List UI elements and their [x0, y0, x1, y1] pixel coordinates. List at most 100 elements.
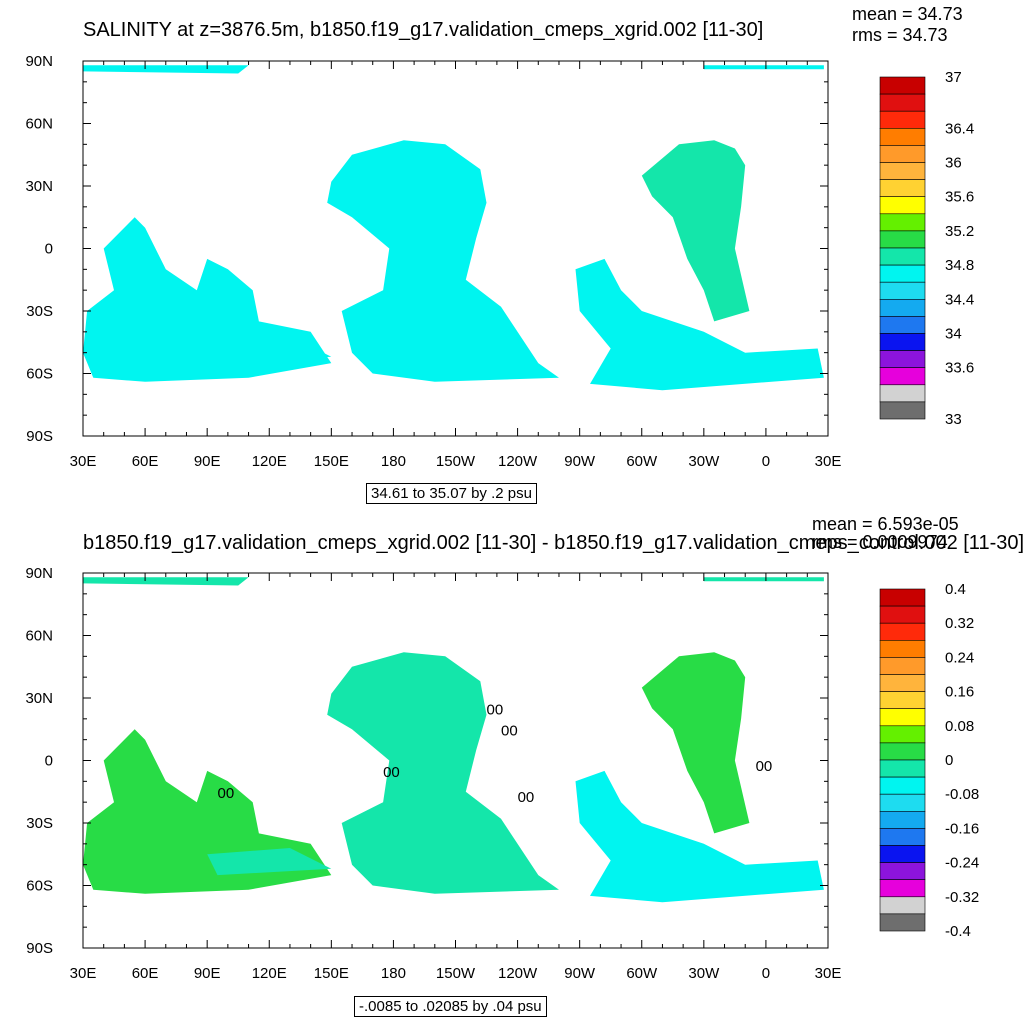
difference-panel: b1850.f19_g17.validation_cmeps_xgrid.002…: [0, 512, 1024, 1024]
x-tick-label: 150W: [436, 453, 476, 470]
colorbar-label: 0.32: [945, 615, 974, 632]
contour-info-box: -.0085 to .02085 by .04 psu: [354, 996, 547, 1017]
salinity-panel: SALINITY at z=3876.5m, b1850.f19_g17.val…: [25, 4, 974, 504]
x-tick-label: 90E: [194, 965, 221, 982]
x-tick-label: 30W: [688, 965, 720, 982]
y-tick-label: 30N: [25, 690, 53, 707]
x-tick-label: 120W: [498, 453, 538, 470]
colorbar-label: -0.24: [945, 855, 979, 872]
colorbar-box: [879, 708, 926, 727]
colorbar-box: [879, 588, 926, 607]
contour-label: 00: [501, 723, 518, 740]
ocean-region: [327, 652, 559, 894]
colorbar-box: [879, 401, 926, 420]
colorbar-box: [879, 896, 926, 915]
colorbar-label: -0.32: [945, 889, 979, 906]
colorbar-box: [879, 913, 926, 932]
colorbar-box: [879, 213, 926, 232]
panel-title: SALINITY at z=3876.5m, b1850.f19_g17.val…: [83, 19, 764, 41]
colorbar-box: [879, 622, 926, 641]
y-tick-label: 60N: [25, 628, 53, 645]
colorbar-box: [879, 350, 926, 369]
colorbar-label: 0.08: [945, 718, 974, 735]
colorbar-box: [879, 230, 926, 249]
contour-label: 00: [383, 764, 400, 781]
colorbar-label: -0.08: [945, 786, 979, 803]
y-tick-label: 30S: [26, 815, 53, 832]
colorbar-label: 34: [945, 326, 962, 343]
colorbar-box: [879, 196, 926, 215]
x-tick-label: 60W: [626, 453, 658, 470]
colorbar-box: [879, 605, 926, 624]
colorbar-box: [879, 759, 926, 778]
x-tick-label: 60E: [132, 453, 159, 470]
x-tick-label: 30E: [815, 965, 842, 982]
colorbar-box: [879, 793, 926, 812]
colorbar-box: [879, 367, 926, 386]
colorbar-box: [879, 76, 926, 95]
colorbar-label: 36: [945, 155, 962, 172]
colorbar-box: [879, 162, 926, 180]
x-tick-label: 180: [381, 453, 406, 470]
mean-stat: mean = 6.593e-05: [812, 514, 959, 534]
x-tick-label: 120W: [498, 965, 538, 982]
colorbar-box: [879, 281, 926, 300]
contour-label: 00: [218, 785, 235, 802]
colorbar-box: [879, 247, 926, 266]
x-tick-label: 0: [762, 453, 770, 470]
colorbar-label: -0.16: [945, 820, 979, 837]
colorbar-label: 35.2: [945, 223, 974, 240]
y-tick-label: 90S: [26, 428, 53, 445]
x-tick-label: 150E: [314, 965, 349, 982]
y-tick-label: 30N: [25, 178, 53, 195]
map-plot: 30E 60E 90E 120E 150E 180 150W 120W 90W 60W 30W 0 30…: [25, 565, 979, 982]
colorbar-label: 33.6: [945, 360, 974, 377]
colorbar: 37 36.4 36 35.6 35.2 34.8 34.4 34 33.6 33: [879, 69, 974, 428]
colorbar-box: [879, 657, 926, 675]
colorbar-box: [879, 691, 926, 710]
x-tick-label: 0: [762, 965, 770, 982]
ocean-region: [575, 258, 824, 391]
ocean-region: [207, 336, 332, 364]
y-tick-label: 90N: [25, 565, 53, 582]
ocean-region: [207, 848, 332, 876]
ocean-fill-layer: [83, 577, 824, 903]
colorbar-box: [879, 264, 926, 283]
colorbar-box: [879, 640, 926, 658]
colorbar-label: 34.4: [945, 291, 974, 308]
y-tick-label: 0: [45, 753, 53, 770]
colorbar-box: [879, 742, 926, 761]
colorbar: 0.4 0.32 0.24 0.16 0.08 0 -0.08 -0.16 -0.24 -0.32…: [879, 581, 979, 940]
colorbar-label: -0.4: [945, 923, 971, 940]
colorbar-box: [879, 298, 926, 317]
y-tick-label: 60N: [25, 116, 53, 133]
colorbar-label: 0.16: [945, 684, 974, 701]
y-tick-label: 60S: [26, 366, 53, 383]
colorbar-box: [879, 316, 926, 334]
ocean-region: [83, 65, 249, 74]
colorbar-box: [879, 879, 926, 898]
contour-label: 00: [487, 702, 504, 719]
colorbar-label: 33: [945, 411, 962, 428]
ocean-region: [641, 652, 750, 834]
colorbar-box: [879, 384, 926, 403]
colorbar-box: [879, 179, 926, 198]
colorbar-box: [879, 776, 926, 795]
colorbar-box: [879, 862, 926, 881]
panel-title: b1850.f19_g17.validation_cmeps_xgrid.002…: [83, 532, 1024, 554]
mean-stat: mean = 34.73: [852, 4, 963, 24]
y-tick-label: 90N: [25, 53, 53, 70]
x-tick-label: 30E: [70, 965, 97, 982]
colorbar-label: 0.4: [945, 581, 966, 598]
y-tick-label: 30S: [26, 303, 53, 320]
colorbar-label: 36.4: [945, 120, 974, 137]
colorbar-box: [879, 845, 926, 863]
x-tick-label: 120E: [252, 965, 287, 982]
ocean-region: [703, 577, 824, 582]
colorbar-box: [879, 674, 926, 692]
y-tick-label: 0: [45, 241, 53, 258]
y-tick-label: 90S: [26, 940, 53, 957]
colorbar-box: [879, 145, 926, 163]
rms-stat: rms = 0.0009974: [812, 532, 948, 552]
contour-info-box: 34.61 to 35.07 by .2 psu: [366, 483, 537, 504]
